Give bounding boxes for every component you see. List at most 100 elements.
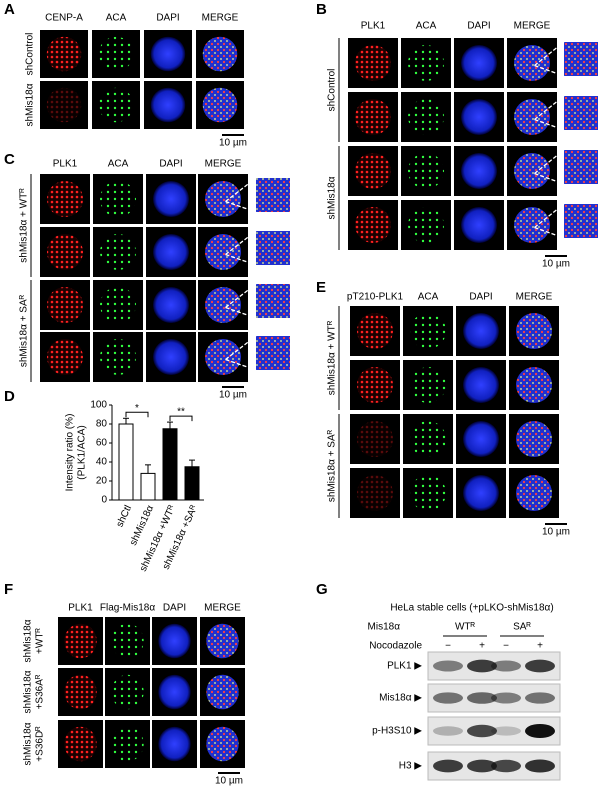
zoom-guide [225, 306, 257, 319]
cell [408, 99, 444, 135]
row-group-label: shMis18α [327, 176, 338, 219]
zoom-inset [256, 336, 290, 370]
cell [202, 36, 238, 72]
column-header: MERGE [514, 21, 551, 32]
panel-label: C [4, 151, 15, 168]
cell [111, 623, 144, 659]
significance-label: ** [177, 407, 185, 418]
zoom-guide [534, 172, 565, 185]
zoom-guide [534, 203, 565, 229]
row-label: shControl [25, 33, 36, 76]
y-tick-label: 100 [90, 400, 107, 411]
significance-bracket [169, 415, 193, 422]
panel-label: B [316, 1, 327, 18]
zoom-guide [225, 230, 257, 256]
column-header: DAPI [163, 603, 186, 614]
blot-label: PLK1 ▶ [387, 661, 422, 672]
y-tick-label: 60 [96, 438, 108, 449]
cell [461, 99, 497, 135]
cell [47, 181, 83, 217]
cell [463, 367, 499, 403]
row-group-label: shControl [327, 69, 338, 112]
cell [514, 153, 550, 189]
row-label: shMis18α [23, 670, 34, 713]
cell [98, 87, 134, 123]
cell [153, 234, 189, 270]
cell [408, 207, 444, 243]
row-group-label: shMis18α + SAᴿ [327, 429, 338, 502]
zoom-guide [534, 41, 565, 67]
y-tick-label: 0 [101, 495, 107, 506]
cell [46, 87, 82, 123]
zoom-inset [256, 231, 290, 265]
zoom-inset [564, 96, 598, 130]
column-header: Flag-Mis18α [100, 603, 155, 614]
cell [410, 475, 446, 511]
cell [100, 287, 136, 323]
cell [206, 623, 239, 659]
cell [205, 287, 241, 323]
zoom-inset [564, 204, 598, 238]
cell [410, 367, 446, 403]
cell [357, 313, 393, 349]
column-header: ACA [106, 13, 127, 24]
blot-band [467, 759, 497, 773]
cell [47, 234, 83, 270]
zoom-guide [225, 358, 257, 371]
cell [461, 45, 497, 81]
blot-band [491, 759, 521, 773]
cell [47, 339, 83, 375]
zoom-guide [225, 335, 257, 361]
zoom-guide [225, 283, 257, 309]
column-header: MERGE [204, 603, 241, 614]
column-header: CENP-A [45, 13, 83, 24]
column-header: DAPI [467, 21, 490, 32]
zoom-guide [534, 118, 565, 131]
panel-label: D [4, 388, 15, 405]
cell [461, 153, 497, 189]
cell [202, 87, 238, 123]
cell [100, 181, 136, 217]
cell [47, 287, 83, 323]
condition: WTᴿ [455, 622, 476, 633]
row-label: shMis18α [23, 722, 34, 765]
bar [162, 428, 178, 501]
panel-label: F [4, 581, 13, 598]
cell [516, 313, 552, 349]
x-tick-label: shCtl [115, 504, 135, 529]
y-tick-label: 40 [96, 457, 108, 468]
zoom-inset [564, 150, 598, 184]
bar [118, 423, 134, 501]
row-label: +WTᴿ [35, 628, 46, 654]
cell [205, 339, 241, 375]
cell [153, 287, 189, 323]
column-header: PLK1 [68, 603, 93, 614]
panel-label: G [316, 581, 328, 598]
treatment: + [537, 641, 543, 652]
cell [463, 313, 499, 349]
bar [140, 472, 156, 501]
y-axis-label: Intensity ratio (%) [65, 414, 76, 492]
cell [150, 87, 186, 123]
cell [463, 475, 499, 511]
cell [516, 367, 552, 403]
zoom-guide [225, 177, 257, 203]
cell [408, 45, 444, 81]
cell [514, 45, 550, 81]
blot-band [491, 692, 521, 704]
cell [100, 234, 136, 270]
cell [158, 674, 191, 710]
blot-band [525, 724, 555, 738]
condition-label: Mis18α [368, 622, 401, 633]
zoom-guide [534, 64, 565, 77]
cell [357, 421, 393, 457]
cell [206, 674, 239, 710]
cell [111, 726, 144, 762]
panel-label: A [4, 1, 15, 18]
blot-label: p-H3S10 ▶ [372, 726, 422, 737]
row-group-label: shMis18α + SAᴿ [19, 294, 30, 367]
scale-label: 10 µm [219, 138, 247, 149]
treatment: + [479, 641, 485, 652]
cell [158, 623, 191, 659]
zoom-guide [225, 253, 257, 266]
